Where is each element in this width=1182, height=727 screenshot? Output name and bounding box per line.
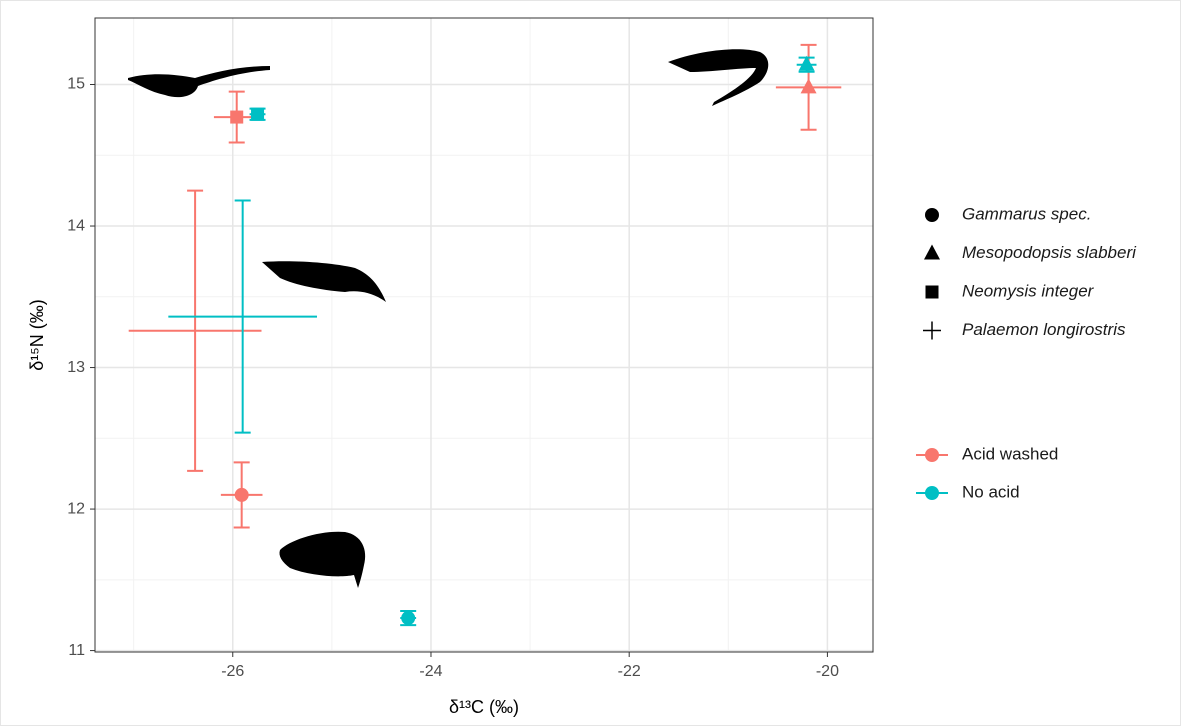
legend-label: Palaemon longirostris (962, 320, 1126, 339)
y-tick-label: 12 (67, 500, 85, 517)
x-tick-label: -22 (618, 663, 641, 680)
point (401, 611, 415, 625)
x-tick-label: -20 (816, 663, 839, 680)
y-axis-label: δ¹⁵N (‰) (27, 299, 47, 370)
legend-label: Neomysis integer (962, 281, 1095, 300)
legend-label: Gammarus spec. (962, 204, 1091, 223)
x-tick-label: -26 (221, 663, 244, 680)
point (925, 208, 939, 222)
point (926, 286, 939, 299)
point (230, 111, 243, 124)
legend-label: Acid washed (962, 444, 1058, 463)
point (251, 108, 264, 121)
frame (1, 1, 1181, 726)
point (235, 488, 249, 502)
x-axis-label: δ¹³C (‰) (449, 697, 519, 717)
y-tick-label: 15 (67, 76, 85, 93)
legend-swatch (925, 448, 939, 462)
legend-label: Mesopodopsis slabberi (962, 243, 1137, 262)
legend-swatch (925, 486, 939, 500)
y-tick-label: 14 (67, 217, 85, 234)
legend-label: No acid (962, 482, 1020, 501)
y-tick-label: 13 (67, 359, 85, 376)
x-tick-label: -24 (419, 663, 442, 680)
y-tick-label: 11 (68, 642, 85, 659)
chart: δ¹³C (‰) δ¹⁵N (‰) Gammarus spec. Mesopodo… (0, 0, 1182, 727)
